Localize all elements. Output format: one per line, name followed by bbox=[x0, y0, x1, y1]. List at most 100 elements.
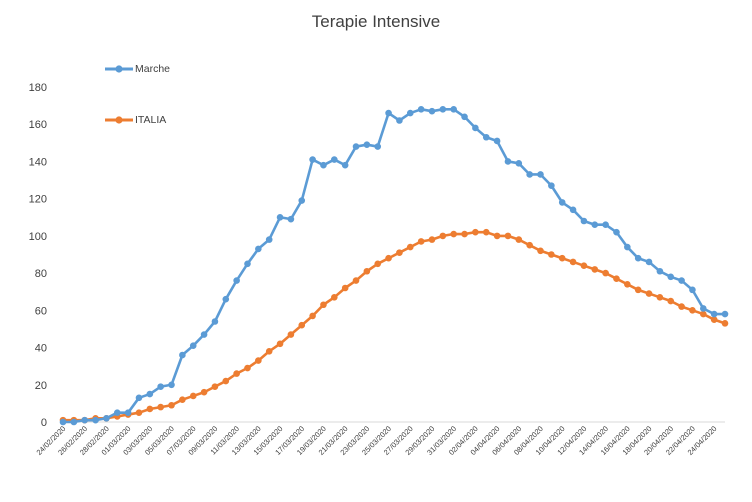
data-point-italia bbox=[450, 230, 457, 238]
data-point-marche bbox=[298, 197, 306, 204]
data-point-italia bbox=[656, 294, 664, 301]
data-point-italia bbox=[428, 236, 436, 243]
data-point-marche bbox=[352, 143, 360, 150]
data-point-marche bbox=[189, 342, 197, 349]
data-point-italia bbox=[526, 241, 533, 249]
data-point-italia bbox=[374, 260, 382, 268]
series-italia bbox=[59, 228, 729, 424]
data-point-marche bbox=[233, 277, 240, 284]
data-point-marche bbox=[558, 199, 566, 206]
data-point-marche bbox=[591, 221, 599, 229]
data-point-italia bbox=[146, 405, 154, 413]
data-point-marche bbox=[721, 310, 729, 318]
data-point-italia bbox=[700, 310, 707, 318]
y-tick-label: 0 bbox=[41, 417, 47, 429]
data-point-italia bbox=[211, 383, 219, 390]
data-point-marche bbox=[168, 381, 175, 389]
y-tick-label: 20 bbox=[35, 380, 47, 392]
data-point-italia bbox=[265, 347, 273, 355]
data-point-marche bbox=[59, 418, 67, 426]
data-point-italia bbox=[341, 284, 349, 292]
x-axis: 24/02/202026/02/202028/02/202001/03/2020… bbox=[35, 421, 725, 457]
legend-item-italia: ITALIA bbox=[105, 114, 166, 126]
data-point-marche bbox=[70, 418, 78, 426]
data-point-marche bbox=[526, 171, 533, 178]
y-tick-label: 80 bbox=[35, 268, 47, 280]
data-point-italia bbox=[472, 228, 479, 236]
data-point-italia bbox=[287, 331, 295, 338]
data-point-marche bbox=[569, 206, 577, 214]
data-point-italia bbox=[667, 297, 675, 305]
data-point-marche bbox=[320, 161, 327, 169]
y-tick-label: 140 bbox=[29, 156, 47, 168]
data-point-italia bbox=[320, 301, 327, 309]
data-point-marche bbox=[634, 254, 642, 262]
data-point-italia bbox=[537, 247, 544, 255]
y-tick-label: 100 bbox=[29, 231, 47, 243]
y-tick-label: 160 bbox=[29, 119, 47, 131]
data-point-marche bbox=[124, 409, 132, 416]
legend-label-italia: ITALIA bbox=[135, 114, 166, 126]
data-point-marche bbox=[396, 117, 403, 124]
data-point-marche bbox=[406, 109, 414, 117]
data-point-italia bbox=[396, 249, 403, 256]
data-point-italia bbox=[721, 320, 729, 327]
data-point-marche bbox=[417, 106, 425, 113]
legend-marker-italia bbox=[115, 116, 123, 124]
series-marche bbox=[59, 106, 729, 426]
y-tick-label: 120 bbox=[29, 194, 47, 206]
y-axis: 0 20 40 60 80 100 120 140 160 180 bbox=[29, 82, 47, 429]
data-point-italia bbox=[569, 258, 577, 266]
data-point-marche bbox=[385, 109, 392, 117]
data-point-marche bbox=[81, 416, 88, 424]
chart-title: Terapie Intensive bbox=[312, 12, 441, 31]
data-point-italia bbox=[244, 364, 251, 372]
data-point-italia bbox=[439, 232, 447, 240]
data-point-marche bbox=[113, 409, 121, 416]
legend-label-marche: Marche bbox=[135, 63, 170, 75]
data-point-marche bbox=[580, 217, 588, 225]
data-point-italia bbox=[385, 254, 392, 262]
data-point-marche bbox=[537, 171, 544, 178]
data-point-marche bbox=[265, 236, 273, 243]
data-point-italia bbox=[168, 401, 175, 409]
data-point-italia bbox=[352, 277, 360, 284]
y-tick-label: 40 bbox=[35, 343, 47, 355]
data-point-italia bbox=[493, 232, 501, 240]
data-point-italia bbox=[689, 307, 696, 314]
legend-marker-marche bbox=[115, 65, 123, 73]
data-point-italia bbox=[233, 370, 240, 377]
data-point-italia bbox=[624, 280, 631, 288]
data-point-italia bbox=[602, 269, 609, 277]
data-point-italia bbox=[504, 232, 512, 240]
data-point-italia bbox=[548, 251, 555, 258]
data-point-marche bbox=[200, 331, 208, 338]
data-point-marche bbox=[450, 106, 457, 113]
data-point-marche bbox=[222, 295, 230, 303]
data-point-italia bbox=[200, 388, 208, 396]
data-point-marche bbox=[103, 414, 110, 422]
data-point-italia bbox=[515, 236, 523, 243]
data-point-italia bbox=[135, 409, 143, 416]
series-line-marche bbox=[63, 108, 725, 424]
data-point-italia bbox=[157, 403, 164, 411]
data-point-marche bbox=[211, 318, 219, 325]
series-line-italia bbox=[63, 230, 726, 422]
data-point-marche bbox=[341, 161, 349, 169]
y-tick-label: 180 bbox=[29, 82, 47, 94]
data-point-marche bbox=[428, 107, 436, 115]
data-point-marche bbox=[331, 156, 338, 163]
data-point-italia bbox=[645, 290, 653, 297]
data-point-marche bbox=[656, 267, 664, 275]
legend: Marche ITALIA bbox=[105, 63, 170, 126]
data-point-italia bbox=[363, 267, 371, 275]
data-point-marche bbox=[548, 182, 555, 189]
data-point-marche bbox=[461, 113, 468, 121]
data-point-marche bbox=[678, 277, 685, 284]
data-point-marche bbox=[363, 141, 371, 148]
legend-item-marche: Marche bbox=[105, 63, 170, 75]
data-point-marche bbox=[602, 221, 609, 229]
data-point-marche bbox=[92, 416, 99, 424]
data-point-marche bbox=[255, 245, 262, 253]
